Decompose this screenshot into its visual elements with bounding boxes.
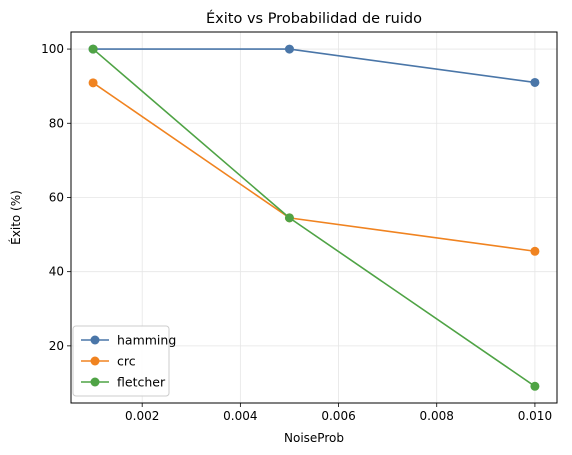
x-tick-label: 0.004 — [223, 409, 257, 423]
legend-label: fletcher — [117, 375, 166, 390]
y-tick-label: 100 — [41, 42, 64, 56]
data-point — [88, 44, 98, 54]
data-point — [530, 77, 540, 87]
y-tick-label: 80 — [49, 116, 64, 130]
y-tick-label: 20 — [49, 339, 64, 353]
y-tick-label: 60 — [49, 190, 64, 204]
series-crc — [88, 78, 540, 256]
y-tick-label: 40 — [49, 265, 64, 279]
legend-item-fletcher: fletcher — [81, 375, 166, 390]
data-point — [530, 246, 540, 256]
data-point — [284, 213, 294, 223]
plot-frame — [70, 31, 558, 404]
y-axis-label: Éxito (%) — [8, 190, 23, 245]
legend-marker — [90, 335, 100, 345]
data-point — [284, 44, 294, 54]
legend-item-hamming: hamming — [81, 333, 176, 348]
x-tick-label: 0.006 — [321, 409, 355, 423]
legend-item-crc: crc — [81, 354, 136, 369]
chart-title: Éxito vs Probabilidad de ruido — [206, 10, 422, 27]
x-tick-label: 0.002 — [125, 409, 159, 423]
series-layer — [88, 44, 540, 391]
x-tick-label: 0.008 — [420, 409, 454, 423]
ticks: 0.002 0.004 0.006 0.008 0.010 20 40 60 80 100 — [41, 42, 552, 423]
legend-label: crc — [117, 354, 136, 369]
series-line — [92, 82, 536, 253]
legend-marker — [90, 377, 100, 387]
series-fletcher — [88, 44, 540, 391]
data-point — [88, 78, 98, 88]
legend: hamming crc fletcher — [72, 325, 176, 397]
legend-label: hamming — [117, 333, 176, 348]
x-axis-label: NoiseProb — [284, 431, 344, 445]
series-hamming — [88, 44, 540, 87]
series-line — [93, 48, 536, 84]
legend-marker — [90, 356, 100, 366]
data-point — [530, 381, 540, 391]
x-tick-label: 0.010 — [518, 409, 552, 423]
